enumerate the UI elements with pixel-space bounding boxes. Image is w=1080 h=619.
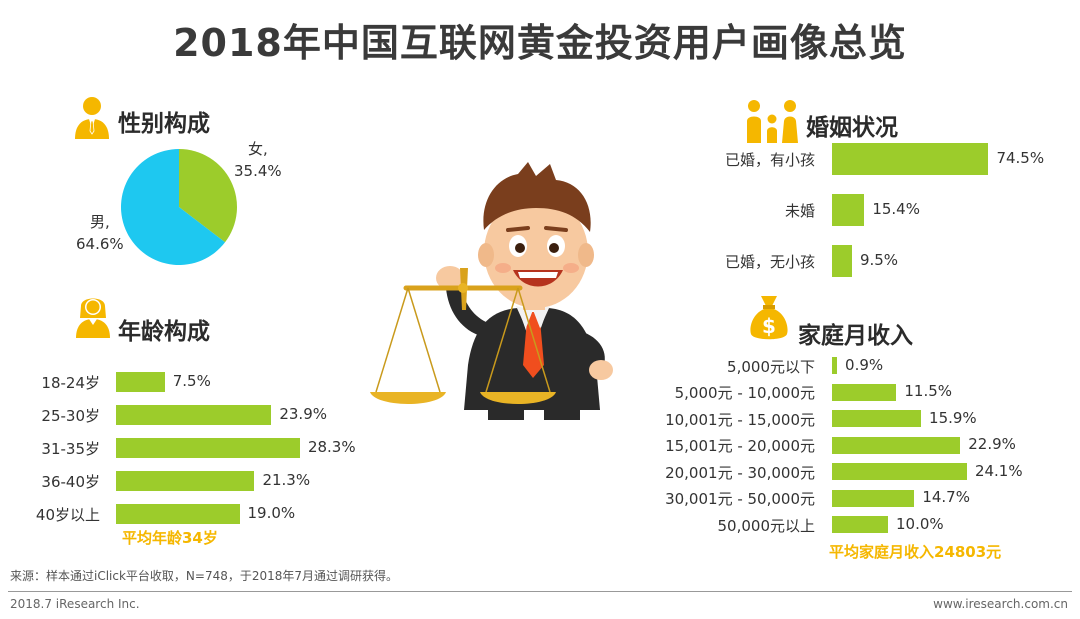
age-bar <box>116 504 240 524</box>
marriage-bar <box>832 245 852 277</box>
pie-label-male-value: 64.6% <box>76 235 124 253</box>
age-section-title: 年龄构成 <box>118 319 210 345</box>
income-bar <box>832 489 915 507</box>
footer-website: www.iresearch.com.cn <box>933 597 1068 611</box>
income-average-note: 平均家庭月收入24803元 <box>829 543 1002 561</box>
footer-divider <box>8 591 1072 592</box>
age-bar <box>116 471 255 491</box>
income-category-label: 5,000元 - 10,000元 <box>674 384 815 402</box>
marriage-value-label: 15.4% <box>872 200 920 218</box>
age-value-label: 28.3% <box>307 438 356 456</box>
age-bar <box>116 438 300 458</box>
male-user-icon <box>75 97 109 139</box>
pie-label-female-name: 女, <box>248 140 268 158</box>
pie-label-female-value: 35.4% <box>234 162 282 180</box>
pie-label-female: 女, 35.4% <box>234 138 282 182</box>
income-value-label: 11.5% <box>904 382 953 400</box>
income-bar <box>832 383 897 401</box>
income-value-label: 10.0% <box>896 514 944 533</box>
income-value-label: 22.9% <box>968 435 1016 453</box>
footer-copyright: 2018.7 iResearch Inc. <box>10 597 140 611</box>
page-title: 2018年中国互联网黄金投资用户画像总览 <box>173 21 907 65</box>
pie-label-male: 男, 64.6% <box>76 211 124 255</box>
age-category-label: 25-30岁 <box>41 407 100 425</box>
income-bar <box>832 463 967 480</box>
income-bar <box>832 436 961 454</box>
gender-section-title: 性别构成 <box>118 111 210 137</box>
marriage-category-label: 已婚，无小孩 <box>724 253 815 271</box>
income-category-label: 15,001元 - 20,000元 <box>665 437 815 455</box>
marriage-bar <box>832 194 865 226</box>
age-category-label: 36-40岁 <box>41 473 100 491</box>
marriage-value-label: 74.5% <box>996 149 1045 167</box>
female-user-icon <box>76 298 110 338</box>
income-category-label: 20,001元 - 30,000元 <box>665 463 815 482</box>
income-section-title: 家庭月收入 <box>798 323 913 349</box>
marriage-category-label: 已婚，有小孩 <box>724 151 815 169</box>
age-value-label: 21.3% <box>262 471 311 489</box>
age-average-note: 平均年龄34岁 <box>122 529 218 547</box>
income-value-label: 14.7% <box>922 488 970 506</box>
age-bar <box>116 405 272 425</box>
income-category-label: 50,000元以上 <box>717 516 816 535</box>
svg-text:$: $ <box>762 314 776 338</box>
age-value-label: 19.0% <box>247 504 296 522</box>
gender-pie-chart <box>120 149 237 265</box>
age-value-label: 23.9% <box>279 405 327 423</box>
age-value-label: 7.5% <box>172 372 211 390</box>
income-bar <box>832 516 888 533</box>
marriage-section-title: 婚姻状况 <box>806 115 898 141</box>
income-value-label: 15.9% <box>929 408 977 427</box>
source-note: 来源：样本通过iClick平台收取，N=748，于2018年7月通过调研获得。 <box>10 569 399 583</box>
pie-slice-female <box>179 149 237 243</box>
income-value-label: 24.1% <box>974 461 1023 480</box>
marriage-value-label: 9.5% <box>859 251 899 269</box>
income-value-label: 0.9% <box>845 355 884 374</box>
businessman-scale-illustration <box>370 162 613 420</box>
income-category-label: 10,001元 - 15,000元 <box>665 410 815 429</box>
income-category-label: 30,001元 - 50,000元 <box>665 490 815 508</box>
income-category-label: 5,000元以下 <box>727 357 815 376</box>
age-category-label: 31-35岁 <box>41 440 100 458</box>
pie-label-male-name: 男, <box>90 213 110 231</box>
age-category-label: 18-24岁 <box>41 374 100 392</box>
money-bag-icon: $ <box>750 296 788 340</box>
age-bar <box>116 372 165 392</box>
age-category-label: 40岁以上 <box>35 506 100 524</box>
income-bar <box>832 357 838 374</box>
pie-slice-male <box>120 149 226 265</box>
marriage-category-label: 未婚 <box>784 202 815 220</box>
family-icon <box>747 100 798 143</box>
income-bar <box>832 410 922 427</box>
marriage-bar <box>832 143 989 175</box>
